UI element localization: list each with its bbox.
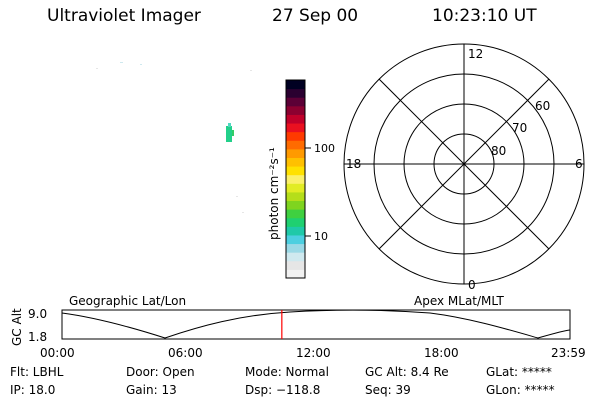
polar-lat-70: 70 xyxy=(512,121,527,135)
instrument-title: Ultraviolet Imager xyxy=(47,6,201,26)
color-scale-cell xyxy=(286,123,305,133)
color-scale-cell xyxy=(286,148,305,158)
uv-speck xyxy=(242,212,244,213)
color-scale-cell xyxy=(286,174,305,184)
color-scale-cell xyxy=(286,166,305,176)
uv-speck xyxy=(120,62,123,63)
colorbar-tick-10: 10 xyxy=(314,230,328,243)
gc-alt-info: GC Alt: 8.4 Re xyxy=(365,365,449,379)
uv-emission-spot xyxy=(228,123,231,127)
color-scale-cell xyxy=(286,243,305,253)
timeline-frame xyxy=(61,309,571,340)
polar-lat-60: 60 xyxy=(535,99,550,113)
color-scale-cell xyxy=(286,209,305,219)
color-scale-cell xyxy=(286,131,305,141)
colorbar-tick-100: 100 xyxy=(314,142,335,155)
uv-emission-spot xyxy=(226,126,232,142)
time-label: 10:23:10 UT xyxy=(432,6,537,26)
uv-speck xyxy=(250,70,252,71)
seq-info: Seq: 39 xyxy=(365,383,411,397)
uv-speck xyxy=(96,68,98,69)
color-scale-cell xyxy=(286,234,305,245)
polar-lat-80: 80 xyxy=(491,144,506,158)
uv-emission-spot xyxy=(232,130,234,136)
color-scale-cell xyxy=(286,105,305,115)
polar-grid xyxy=(343,43,585,285)
color-scale-cell xyxy=(286,140,305,150)
timeline-right-label: Apex MLat/MLT xyxy=(414,294,504,308)
timeline-x-tick: 23:59 xyxy=(551,346,586,360)
color-scale-cell xyxy=(286,183,305,193)
color-scale-cell xyxy=(286,80,305,90)
timeline-x-tick: 18:00 xyxy=(424,346,459,360)
uv-image-panel xyxy=(96,62,252,213)
date-label: 27 Sep 00 xyxy=(272,6,359,26)
color-scale-frame xyxy=(285,79,306,279)
timeline-y-tick-high: 9.0 xyxy=(28,307,47,321)
timeline-y-tick-low: 1.8 xyxy=(28,330,47,344)
color-scale-cell xyxy=(286,260,305,270)
timeline-y-axis-label: GC Alt xyxy=(10,308,24,346)
color-scale-cell xyxy=(286,252,305,262)
timeline-x-tick: 06:00 xyxy=(168,346,203,360)
polar-diagonal xyxy=(378,78,550,250)
color-scale-cell xyxy=(286,226,305,236)
polar-mlt-0: 0 xyxy=(468,278,476,292)
color-scale-cell xyxy=(286,269,305,279)
timeline-x-tick: 00:00 xyxy=(40,346,75,360)
color-scale-cell xyxy=(286,200,305,210)
gain-info: Gain: 13 xyxy=(126,383,177,397)
dsp-info: Dsp: −118.8 xyxy=(245,383,321,397)
glon-info: GLon: ***** xyxy=(486,383,555,397)
color-scale-cell xyxy=(286,217,305,227)
timeline-x-tick: 12:00 xyxy=(296,346,331,360)
polar-mlt-18: 18 xyxy=(346,157,361,171)
glat-info: GLat: ***** xyxy=(486,365,552,379)
mode-info: Mode: Normal xyxy=(245,365,329,379)
filter-info: Flt: LBHL xyxy=(10,365,64,379)
uv-speck xyxy=(236,196,238,197)
orbit-altitude-curve xyxy=(61,309,571,339)
color-scale-cell xyxy=(286,157,305,167)
color-scale-cell xyxy=(286,191,305,202)
color-scale-cell xyxy=(286,114,305,124)
color-scale-cell xyxy=(286,97,305,107)
uv-speck xyxy=(140,64,142,65)
door-info: Door: Open xyxy=(126,365,195,379)
color-scale-bar xyxy=(286,80,305,279)
timeline-left-label: Geographic Lat/Lon xyxy=(69,294,186,308)
color-scale-cell xyxy=(286,88,305,98)
colorbar-unit-label: photon cm⁻²s⁻¹ xyxy=(267,147,281,240)
polar-mlt-6: 6 xyxy=(575,157,583,171)
polar-mlt-12: 12 xyxy=(468,47,483,61)
ip-info: IP: 18.0 xyxy=(10,383,56,397)
